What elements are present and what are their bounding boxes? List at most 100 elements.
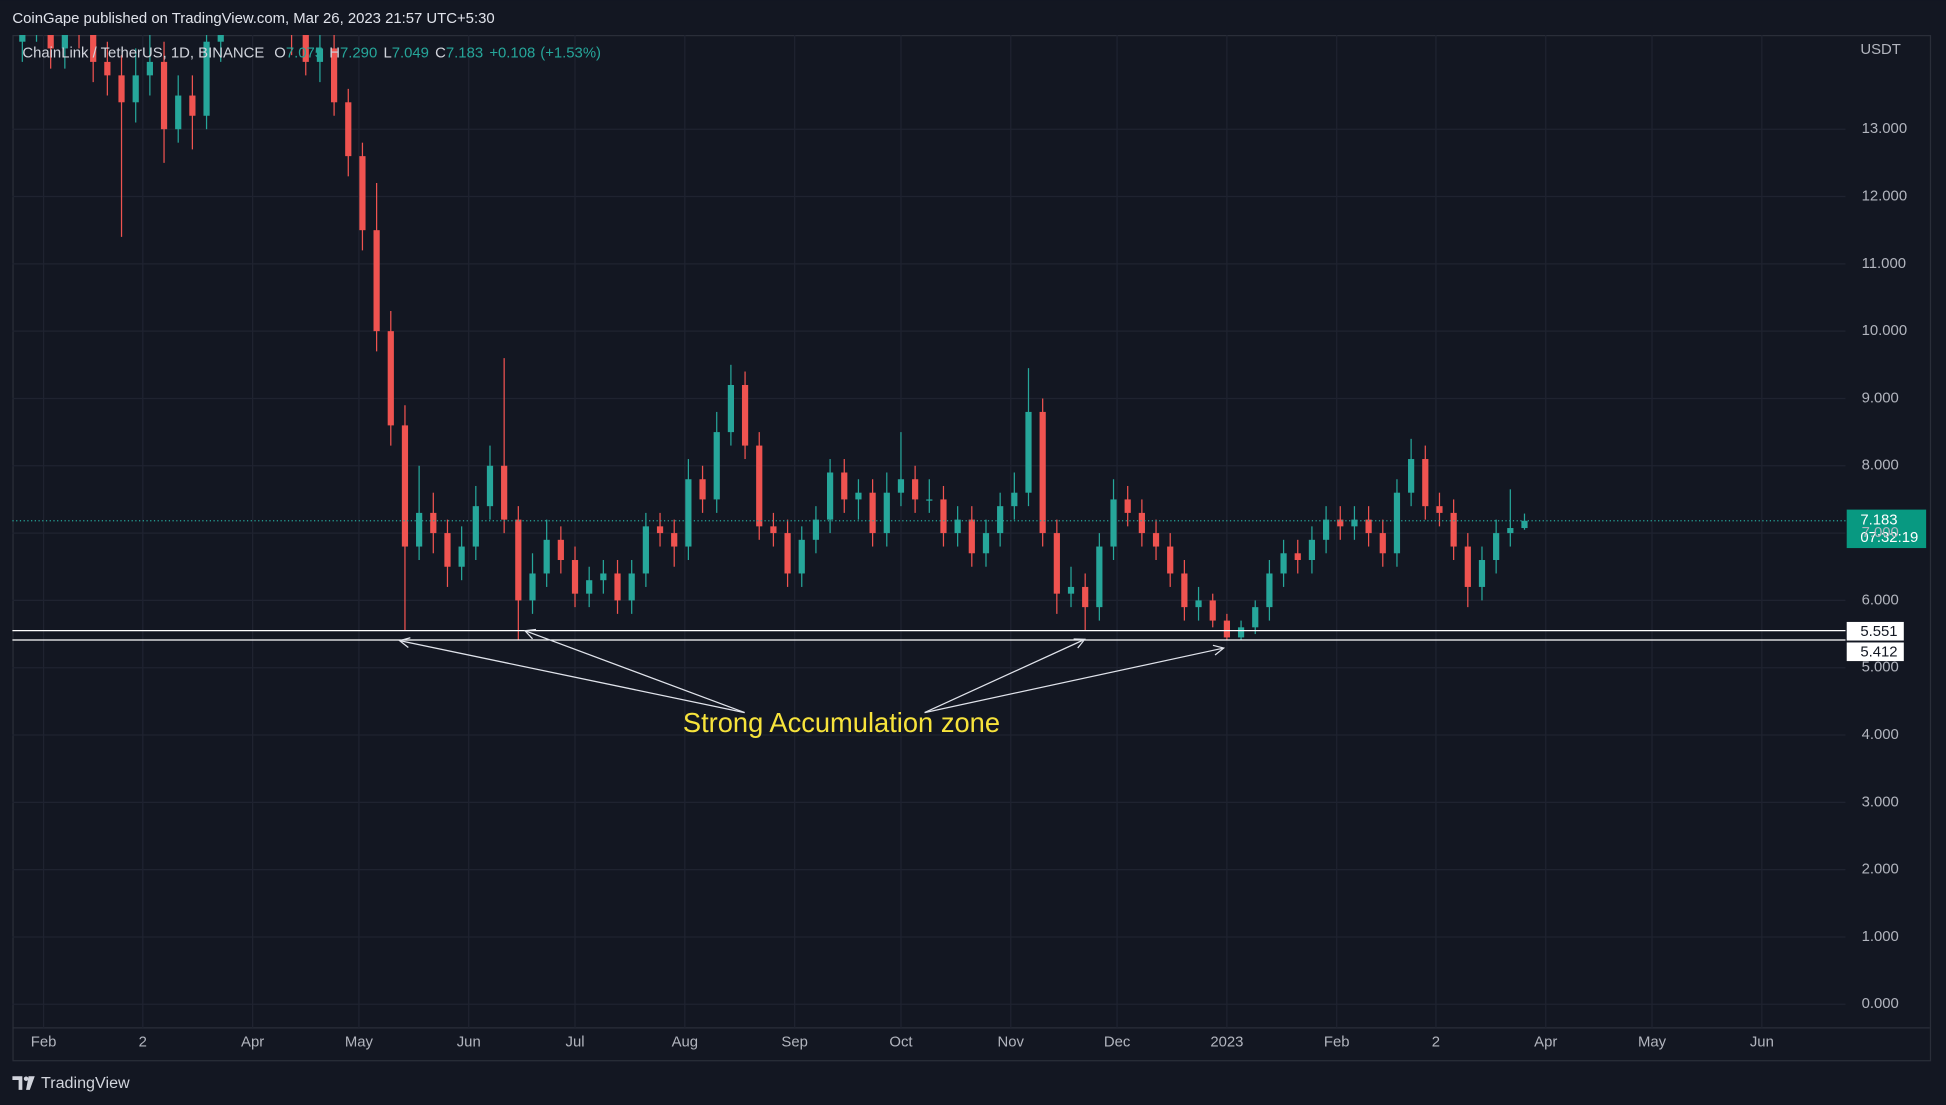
candle-body [841, 472, 848, 500]
y-tick-label: 8.000 [1862, 458, 1899, 474]
annotation-arrows [400, 631, 1224, 714]
brand: TradingView [41, 1074, 130, 1092]
candle-body [345, 102, 352, 157]
x-tick-label: Feb [31, 1035, 57, 1051]
candle-body [982, 533, 990, 554]
legend-value: 7.075 [286, 46, 323, 62]
candle-body [1322, 519, 1330, 540]
support-price-label: 5.551 [1860, 624, 1897, 640]
legend-symbol: ChainLink / TetherUS, 1D, BINANCE [22, 46, 264, 62]
candle-body [90, 34, 97, 62]
candle-body [1096, 546, 1103, 608]
candle-body [1266, 573, 1273, 608]
x-tick-label: 2 [1432, 1035, 1440, 1051]
candle-body [515, 519, 522, 601]
candle-body [1493, 533, 1500, 561]
x-tick-label: Feb [1324, 1035, 1350, 1051]
x-tick-label: Apr [241, 1035, 264, 1051]
candle-body [1252, 607, 1259, 628]
x-tick-label: May [345, 1035, 374, 1051]
candle-body [401, 425, 409, 547]
brand-logo [12, 1076, 35, 1090]
candle-body [926, 499, 933, 501]
y-tick-label: 3.000 [1862, 794, 1899, 810]
x-tick-label: May [1638, 1035, 1667, 1051]
candle-body [1308, 539, 1316, 561]
candle-body [316, 48, 324, 62]
candle-body [727, 384, 735, 433]
legend-value: 7.049 [392, 46, 429, 62]
y-tick-label: 13.000 [1862, 121, 1908, 137]
arrow [400, 641, 745, 714]
support-price-box [1846, 642, 1904, 662]
x-tick-label: Jun [457, 1035, 481, 1051]
grid [12, 34, 1846, 1028]
candle-body [1436, 506, 1443, 513]
logo-part [23, 1076, 29, 1081]
candle-body [203, 41, 210, 116]
last-price-box [1846, 509, 1927, 549]
candle-body [912, 479, 919, 500]
candle-body [1138, 512, 1145, 534]
legend-value: 7.183 [446, 46, 483, 62]
candle-body [1237, 627, 1245, 638]
candle-body [1209, 600, 1216, 621]
arrow [924, 648, 1224, 714]
candle-body [160, 61, 168, 130]
candle-body [968, 519, 975, 554]
candle-body [1181, 573, 1188, 608]
source: CoinGape published on TradingView.com, M… [12, 11, 494, 27]
candle-body [175, 95, 182, 130]
candle-body [656, 526, 664, 534]
y-tick-label: 11.000 [1862, 256, 1906, 272]
legend-key: H [329, 46, 340, 62]
candle-body [1280, 553, 1287, 574]
candle-body [486, 465, 494, 507]
candle-body [1507, 528, 1514, 534]
candle-body [1110, 499, 1117, 547]
candle-body [416, 512, 423, 547]
candle-body [855, 492, 862, 500]
candle-body [1152, 533, 1160, 547]
candle-body [1011, 492, 1018, 507]
candle-body [770, 526, 777, 534]
candle-body [1294, 553, 1301, 561]
candle-body [713, 432, 720, 500]
candle-body [897, 479, 905, 493]
candle-body [104, 61, 111, 76]
candle-body [571, 560, 579, 594]
arrow [525, 631, 745, 714]
candle-body [1167, 546, 1174, 574]
candle-body [47, 34, 54, 49]
candle-body [1082, 586, 1089, 608]
candle-body [387, 331, 394, 426]
x-tick-label: Sep [781, 1035, 807, 1051]
candle-body [217, 34, 224, 42]
candle-body [1195, 600, 1202, 608]
candle-body [883, 492, 890, 534]
legend-change-pct: (+1.53%) [540, 46, 601, 62]
candle-body [557, 539, 564, 561]
candle-body [189, 95, 196, 116]
candle-body [543, 539, 550, 574]
candle-body [1521, 520, 1528, 529]
candle-body [600, 573, 607, 581]
candle-body [430, 512, 437, 534]
annotation: Strong Accumulation zone [683, 707, 1000, 738]
candle-body [812, 519, 820, 540]
candle-body [741, 384, 749, 446]
y-tick-label: 1.000 [1862, 929, 1899, 945]
candle-body [444, 533, 451, 567]
last-price-label: 7.183 [1860, 513, 1897, 529]
candle-body [756, 445, 763, 527]
candle-body [642, 526, 649, 574]
legend-change: +0.108 [489, 46, 535, 62]
pane-border [12, 34, 1932, 1062]
x-tick-label: Apr [1534, 1035, 1557, 1051]
candle-body [997, 506, 1004, 534]
candle-body [1351, 519, 1358, 527]
support-price-label: 5.412 [1860, 644, 1897, 660]
x-tick-label: Aug [672, 1035, 698, 1051]
